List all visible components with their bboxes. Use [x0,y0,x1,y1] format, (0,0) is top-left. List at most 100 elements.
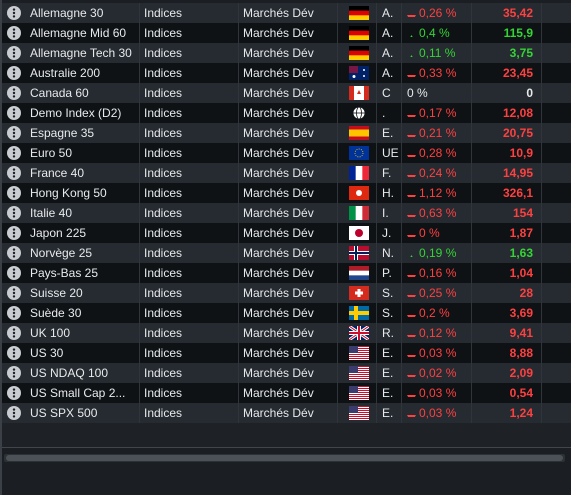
arrow [407,415,416,417]
menu-icon[interactable] [7,386,21,400]
menu-icon[interactable] [7,246,21,260]
arrow [407,295,416,297]
row-menu-button[interactable] [7,166,21,180]
table-row[interactable]: Suisse 20 Indices Marchés Dév S. 0,25 % 28 [2,283,571,303]
row-menu-button[interactable] [7,206,21,220]
table-row[interactable]: Japon 225 Indices Marchés Dév J. 0 % 1,87 [2,223,571,243]
market: Marchés Dév [243,326,314,340]
instrument-name: Suède 30 [30,306,82,320]
arrow [407,175,416,177]
menu-icon[interactable] [7,66,21,80]
category: Indices [144,46,183,60]
column-separator [401,403,402,423]
column-separator [337,23,338,43]
table-row[interactable]: Allemagne 30 Indices Marchés Dév A. 0,26 % 35… [2,3,571,23]
column-separator [139,23,140,43]
table-row[interactable]: US 30 Indices Marchés Dév E. 0,03 % 8,88 [2,343,571,363]
menu-icon[interactable] [7,326,21,340]
column-separator [471,323,472,343]
menu-icon[interactable] [7,226,21,240]
trend-arrow [407,389,416,397]
arrow [407,235,416,237]
table-row[interactable]: Australie 200 Indices Marchés Dév A. 0,33 % 2… [2,63,571,83]
column-separator [376,303,377,323]
table-row[interactable]: Euro 50 Indices Marchés Dév UE 0,28 % 10,9 [2,143,571,163]
column-separator [139,83,140,103]
market: Marchés Dév [243,86,314,100]
change-value: 14,95 [502,166,533,180]
table-row[interactable]: Hong Kong 50 Indices Marchés Dév H. 1,12 % 32… [2,183,571,203]
row-menu-button[interactable] [7,6,21,20]
table-row[interactable]: Norvège 25 Indices Marchés Dév N. 0,19 % 1,63 [2,243,571,263]
menu-icon[interactable] [7,26,21,40]
table-row[interactable]: UK 100 Indices Marchés Dév R. 0,12 % 9,41 [2,323,571,343]
row-menu-button[interactable] [7,346,21,360]
arrow [407,275,416,277]
table-row[interactable]: US NDAQ 100 Indices Marchés Dév E. 0,02 % 2,0… [2,363,571,383]
row-menu-button[interactable] [7,66,21,80]
horizontal-scrollbar[interactable] [4,454,565,462]
flag [349,86,369,100]
menu-icon[interactable] [7,126,21,140]
row-menu-button[interactable] [7,86,21,100]
table-row[interactable]: Demo Index (D2) Indices Marchés Dév. 0,17 %… [2,103,571,123]
table-row[interactable]: Canada 60 Indices Marchés Dév C 0 % 0 [2,83,571,103]
row-menu-button[interactable] [7,226,21,240]
row-menu-button[interactable] [7,326,21,340]
row-menu-button[interactable] [7,266,21,280]
menu-icon[interactable] [7,106,21,120]
table-row[interactable]: Espagne 35 Indices Marchés Dév E. 0,21 % 20,7… [2,123,571,143]
table-row[interactable]: Suède 30 Indices Marchés Dév S. 0,2 % 3,69 [2,303,571,323]
menu-icon[interactable] [7,266,21,280]
market: Marchés Dév [243,46,314,60]
menu-icon[interactable] [7,406,21,420]
menu-icon[interactable] [7,206,21,220]
menu-icon[interactable] [7,46,21,60]
table-row[interactable]: Allemagne Tech 30 Indices Marchés Dév A. 0,1… [2,43,571,63]
row-menu-button[interactable] [7,106,21,120]
row-menu-button[interactable] [7,286,21,300]
row-menu-button[interactable] [7,366,21,380]
row-menu-button[interactable] [7,26,21,40]
column-separator [541,223,542,243]
row-menu-button[interactable] [7,246,21,260]
table-row[interactable]: Italie 40 Indices Marchés Dév I. 0,63 % 154 [2,203,571,223]
menu-icon[interactable] [7,6,21,20]
left-border [0,0,2,495]
menu-icon[interactable] [7,146,21,160]
menu-icon[interactable] [7,306,21,320]
menu-icon[interactable] [7,286,21,300]
scrollbar-thumb[interactable] [6,455,563,461]
country-code: A. [382,46,394,60]
country-code: A. [382,26,394,40]
trend-arrow [407,409,416,417]
instrument-name: US 30 [30,346,64,360]
column-separator [401,103,402,123]
column-separator [471,203,472,223]
row-menu-button[interactable] [7,406,21,420]
table-row[interactable]: Pays-Bas 25 Indices Marchés Dév P. 0,16 % 1,0… [2,263,571,283]
category: Indices [144,246,183,260]
change-percent: 0,02 % [419,366,457,380]
table-row[interactable]: US Small Cap 2... Indices Marchés Dév E. 0,0… [2,383,571,403]
row-menu-button[interactable] [7,386,21,400]
menu-icon[interactable] [7,86,21,100]
country-code: E. [382,126,394,140]
column-separator [238,203,239,223]
menu-icon[interactable] [7,346,21,360]
row-menu-button[interactable] [7,46,21,60]
table-row[interactable]: US SPX 500 Indices Marchés Dév E. 0,03 % 1,24 [2,403,571,423]
change-value: 10,9 [509,146,533,160]
row-menu-button[interactable] [7,306,21,320]
row-menu-button[interactable] [7,126,21,140]
table-row[interactable]: France 40 Indices Marchés Dév F. 0,24 % 14,95 [2,163,571,183]
row-menu-button[interactable] [7,186,21,200]
menu-icon[interactable] [7,186,21,200]
menu-icon[interactable] [7,366,21,380]
menu-icon[interactable] [7,166,21,180]
trend-arrow [407,249,416,257]
market: Marchés Dév [243,286,314,300]
row-menu-button[interactable] [7,146,21,160]
arrow [407,15,416,17]
table-row[interactable]: Allemagne Mid 60 Indices Marchés Dév A. 0,4 … [2,23,571,43]
